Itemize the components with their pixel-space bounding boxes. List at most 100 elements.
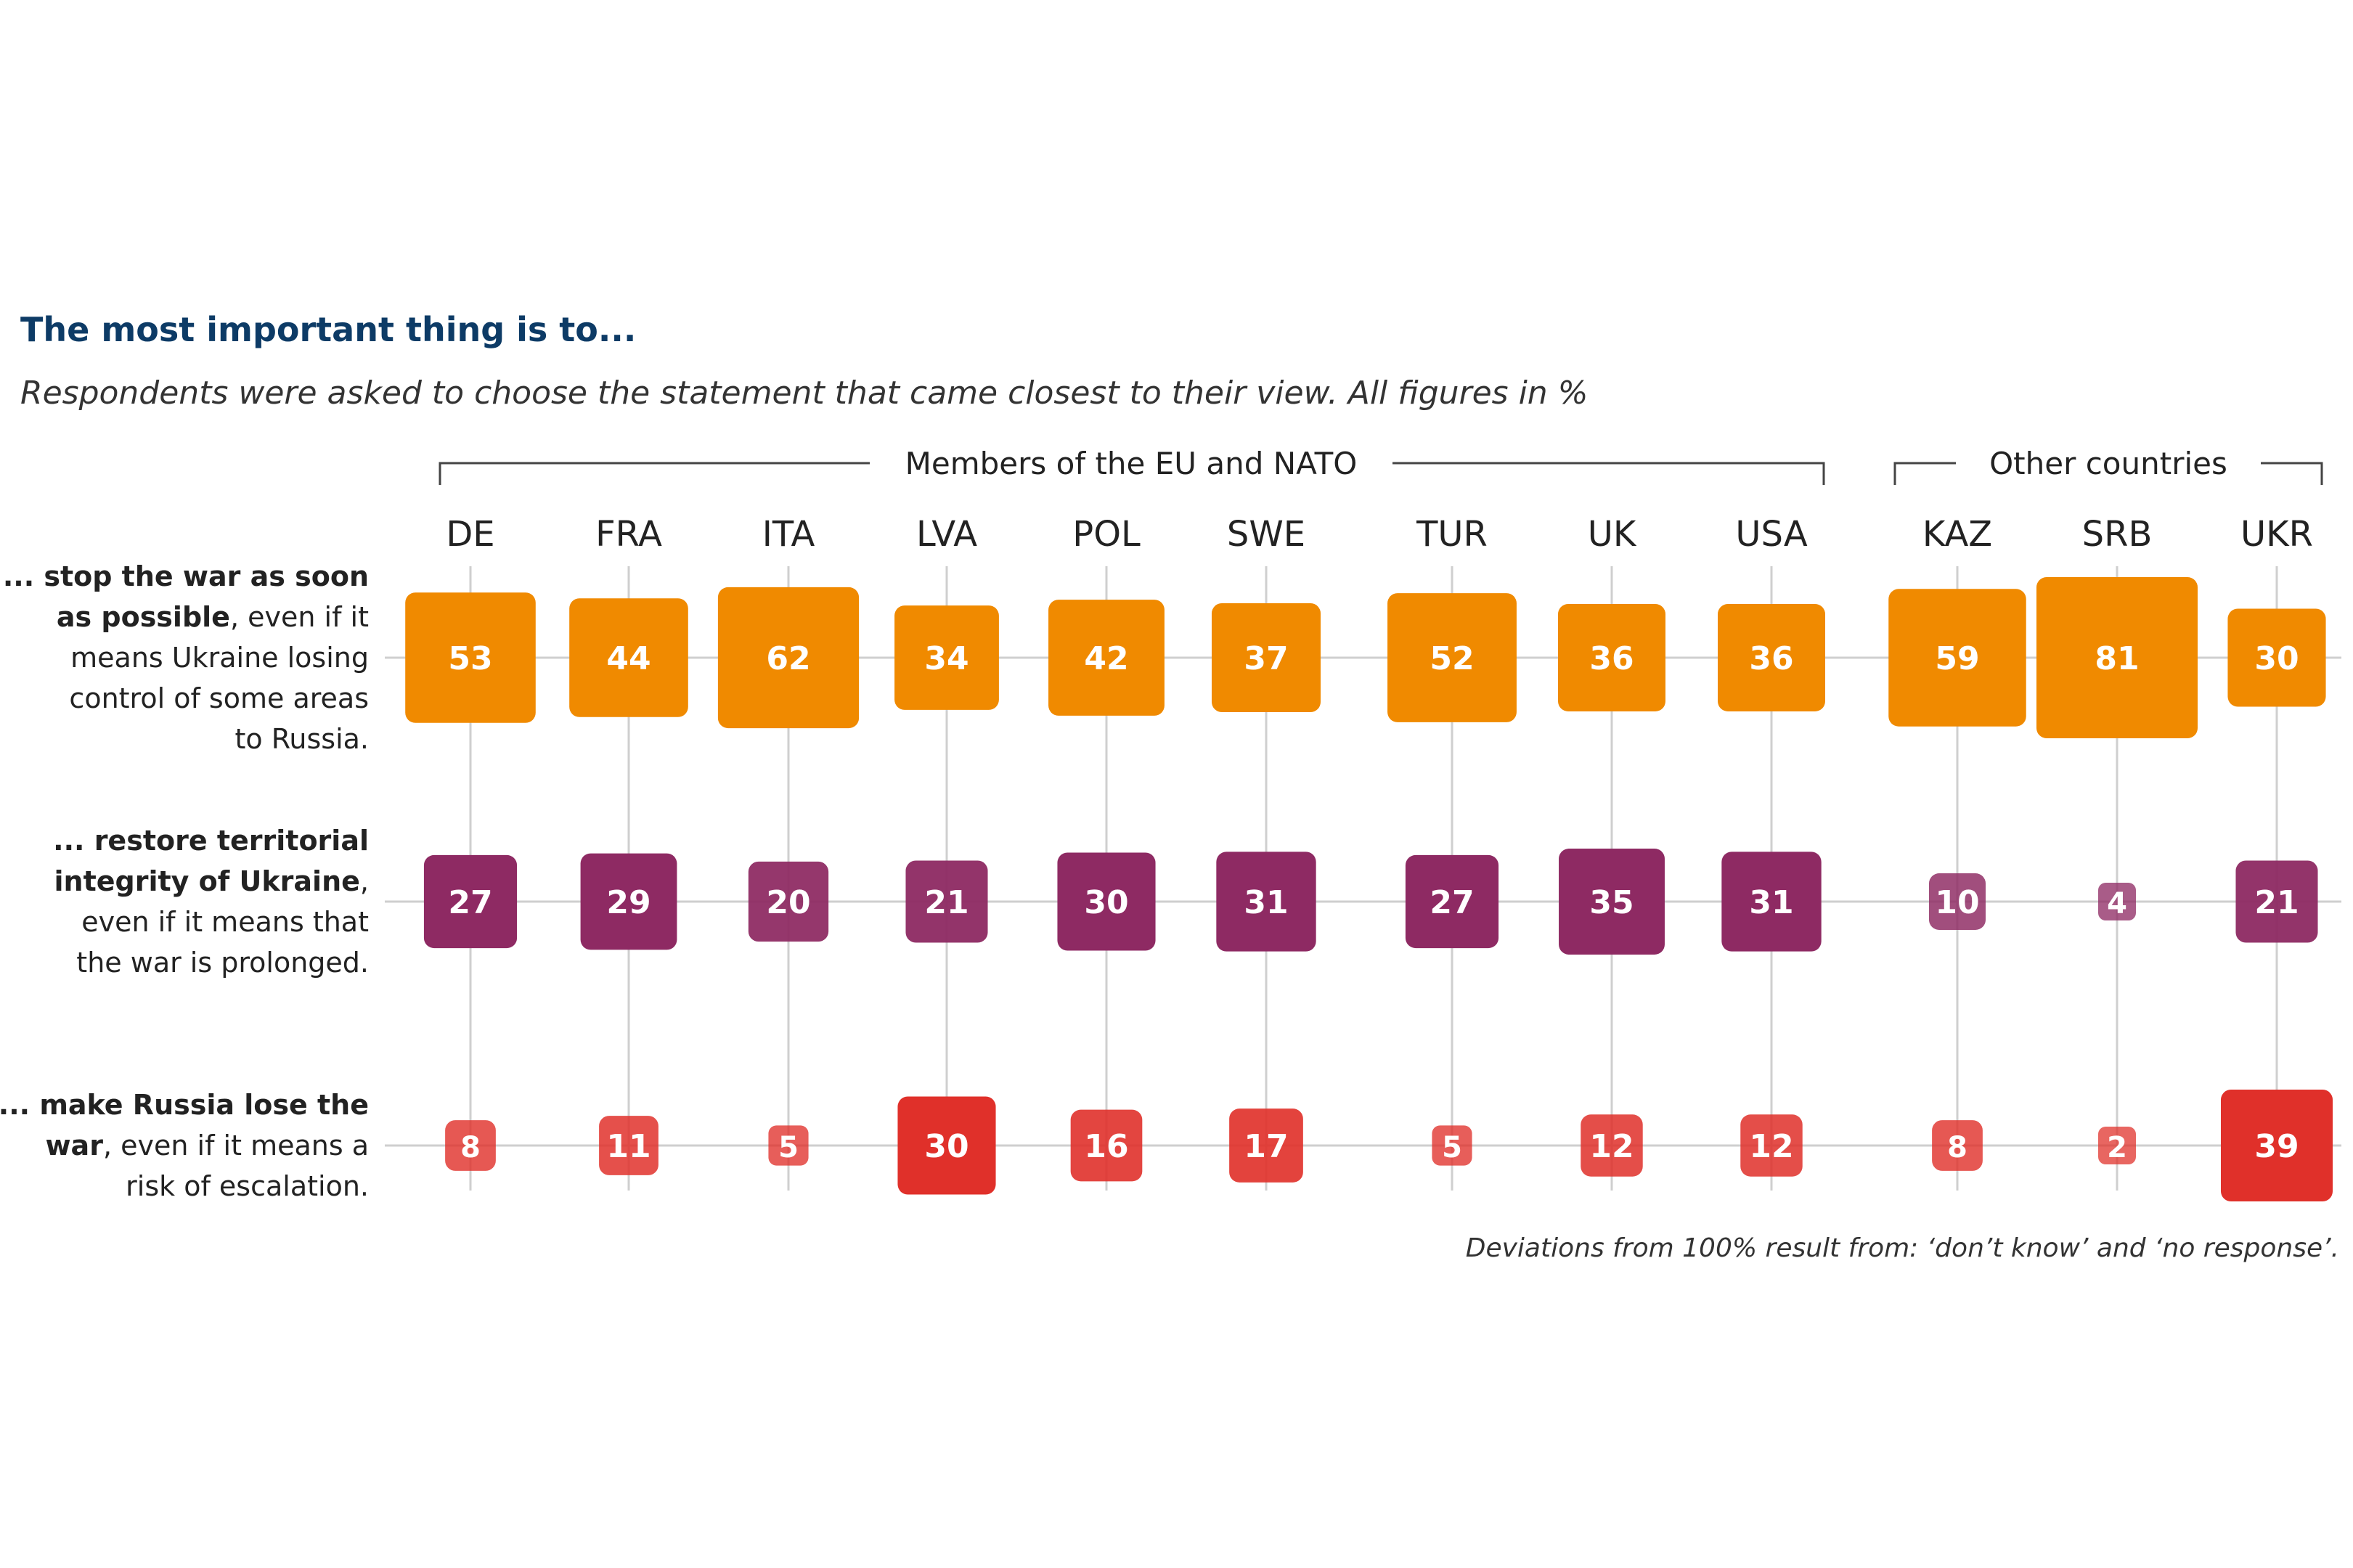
value-box-row-2-tur xyxy=(1405,854,1499,949)
group-brackets: Members of the EU and NATO Other countrie… xyxy=(439,446,2323,485)
value-label-row-3-ita: 5 xyxy=(778,1131,799,1164)
value-label-row-3-ukr: 39 xyxy=(2254,1128,2299,1165)
country-header-pol: POL xyxy=(1072,514,1141,555)
value-label-row-3-de: 8 xyxy=(460,1131,481,1164)
value-box-row-2-uk xyxy=(1559,849,1665,955)
value-box-row-2-ukr xyxy=(2235,860,2318,943)
value-box-row-2-fra xyxy=(580,853,677,950)
value-label-row-3-pol: 16 xyxy=(1084,1128,1128,1165)
value-label-row-2-uk: 35 xyxy=(1589,884,1634,921)
value-box-row-1-swe xyxy=(1211,603,1321,713)
country-header-srb: SRB xyxy=(2082,514,2153,555)
value-label-row-3-lva: 30 xyxy=(924,1128,968,1165)
value-label-row-1-srb: 81 xyxy=(2095,640,2139,677)
group-bracket-left-2 xyxy=(1893,462,1956,485)
country-header-de: DE xyxy=(446,514,494,555)
value-label-row-3-tur: 5 xyxy=(1442,1131,1462,1164)
value-box-row-1-ukr xyxy=(2227,608,2326,707)
value-label-row-2-ita: 20 xyxy=(766,884,810,921)
value-box-row-1-kaz xyxy=(1888,589,2026,727)
value-box-row-1-de xyxy=(405,592,536,723)
value-label-row-2-tur: 27 xyxy=(1430,884,1474,921)
value-label-row-2-usa: 31 xyxy=(1749,884,1793,921)
row-label-1-line-3: means Ukraine losing xyxy=(70,642,369,674)
value-box-row-2-kaz xyxy=(1928,873,1986,931)
value-label-row-2-de: 27 xyxy=(448,884,492,921)
group-bracket-right-1 xyxy=(1392,462,1825,485)
value-box-row-3-fra xyxy=(599,1116,658,1175)
value-box-row-1-pol xyxy=(1048,600,1165,716)
value-box-row-2-srb xyxy=(2098,883,2136,920)
value-box-row-3-kaz xyxy=(1932,1120,1983,1171)
value-box-row-2-ita xyxy=(748,861,829,942)
value-label-row-3-uk: 12 xyxy=(1589,1128,1634,1165)
country-header-ita: ITA xyxy=(762,514,815,555)
value-box-row-3-de xyxy=(445,1120,496,1171)
value-box-row-1-uk xyxy=(1558,604,1665,711)
country-header-lva: LVA xyxy=(916,514,977,555)
value-box-row-3-srb xyxy=(2098,1127,2136,1164)
value-box-row-1-usa xyxy=(1718,604,1825,711)
value-label-row-2-lva: 21 xyxy=(924,884,968,921)
value-label-row-2-ukr: 21 xyxy=(2254,884,2299,921)
value-box-row-2-usa xyxy=(1721,852,1822,952)
value-box-row-3-pol xyxy=(1070,1109,1143,1182)
row-label-1-line-2: as possible, even if it xyxy=(57,601,369,633)
value-box-row-1-ita xyxy=(717,587,860,729)
row-label-1-line-1: ... stop the war as soon xyxy=(3,560,369,592)
value-label-row-2-kaz: 10 xyxy=(1935,884,1979,921)
row-label-2-line-2: integrity of Ukraine, xyxy=(54,865,369,897)
group-bracket-right-2 xyxy=(2261,462,2323,485)
value-label-row-1-pol: 42 xyxy=(1084,640,1128,677)
value-box-row-2-pol xyxy=(1057,852,1156,951)
row-label-1-line-5: to Russia. xyxy=(235,723,369,755)
row-label-3-line-1: ... make Russia lose the xyxy=(0,1089,369,1121)
value-label-row-1-de: 53 xyxy=(448,640,492,677)
value-label-row-1-uk: 36 xyxy=(1589,640,1634,677)
row-label-3-line-2: war, even if it means a xyxy=(45,1130,369,1161)
group-bracket-left-1 xyxy=(439,462,870,485)
country-header-kaz: KAZ xyxy=(1922,514,1992,555)
value-label-row-2-srb: 4 xyxy=(2107,887,2127,920)
value-label-row-3-usa: 12 xyxy=(1749,1128,1793,1165)
value-box-row-3-lva xyxy=(897,1096,996,1195)
value-label-row-3-kaz: 8 xyxy=(1947,1131,1967,1164)
value-label-row-3-swe: 17 xyxy=(1244,1128,1288,1165)
value-label-row-1-usa: 36 xyxy=(1749,640,1793,677)
country-header-tur: TUR xyxy=(1416,514,1488,555)
country-headers: DE FRA ITA LVA POL SWE TUR UK USA KAZ SRB UKR xyxy=(446,514,2313,555)
value-label-row-2-swe: 31 xyxy=(1244,884,1288,921)
row-label-2-line-4: the war is prolonged. xyxy=(76,947,369,979)
value-box-row-2-lva xyxy=(905,860,988,943)
value-label-row-3-fra: 11 xyxy=(606,1128,651,1165)
value-box-row-3-ukr xyxy=(2220,1089,2333,1202)
chart-subtitle: Respondents were asked to choose the sta… xyxy=(20,375,1588,412)
value-box-row-2-swe xyxy=(1216,852,1316,952)
country-header-swe: SWE xyxy=(1227,514,1305,555)
value-label-row-2-fra: 29 xyxy=(606,884,651,921)
country-header-ukr: UKR xyxy=(2240,514,2313,555)
country-header-fra: FRA xyxy=(595,514,662,555)
country-header-uk: UK xyxy=(1588,514,1637,555)
country-header-usa: USA xyxy=(1735,514,1807,555)
value-box-row-1-lva xyxy=(894,605,999,710)
group-label-2: Other countries xyxy=(1989,446,2227,481)
value-label-row-1-ita: 62 xyxy=(766,640,810,677)
value-box-row-1-tur xyxy=(1387,593,1517,722)
row-label-1-line-4: control of some areas xyxy=(69,682,369,714)
row-labels: ... stop the war as soon as possible, eve… xyxy=(0,560,369,1202)
row-label-2-line-3: even if it means that xyxy=(81,906,369,938)
value-box-row-1-srb xyxy=(2036,577,2198,738)
value-box-row-1-fra xyxy=(569,598,688,717)
row-label-3-line-3: risk of escalation. xyxy=(126,1170,369,1202)
value-label-row-2-pol: 30 xyxy=(1084,884,1128,921)
value-label-row-1-tur: 52 xyxy=(1430,640,1474,677)
value-label-row-3-srb: 2 xyxy=(2107,1131,2127,1164)
chart-title: The most important thing is to... xyxy=(20,310,636,349)
value-label-row-1-swe: 37 xyxy=(1244,640,1288,677)
value-box-row-3-usa xyxy=(1740,1114,1803,1177)
value-label-row-1-ukr: 30 xyxy=(2254,640,2299,677)
value-box-row-2-de xyxy=(423,854,518,949)
value-label-row-1-lva: 34 xyxy=(924,640,968,677)
